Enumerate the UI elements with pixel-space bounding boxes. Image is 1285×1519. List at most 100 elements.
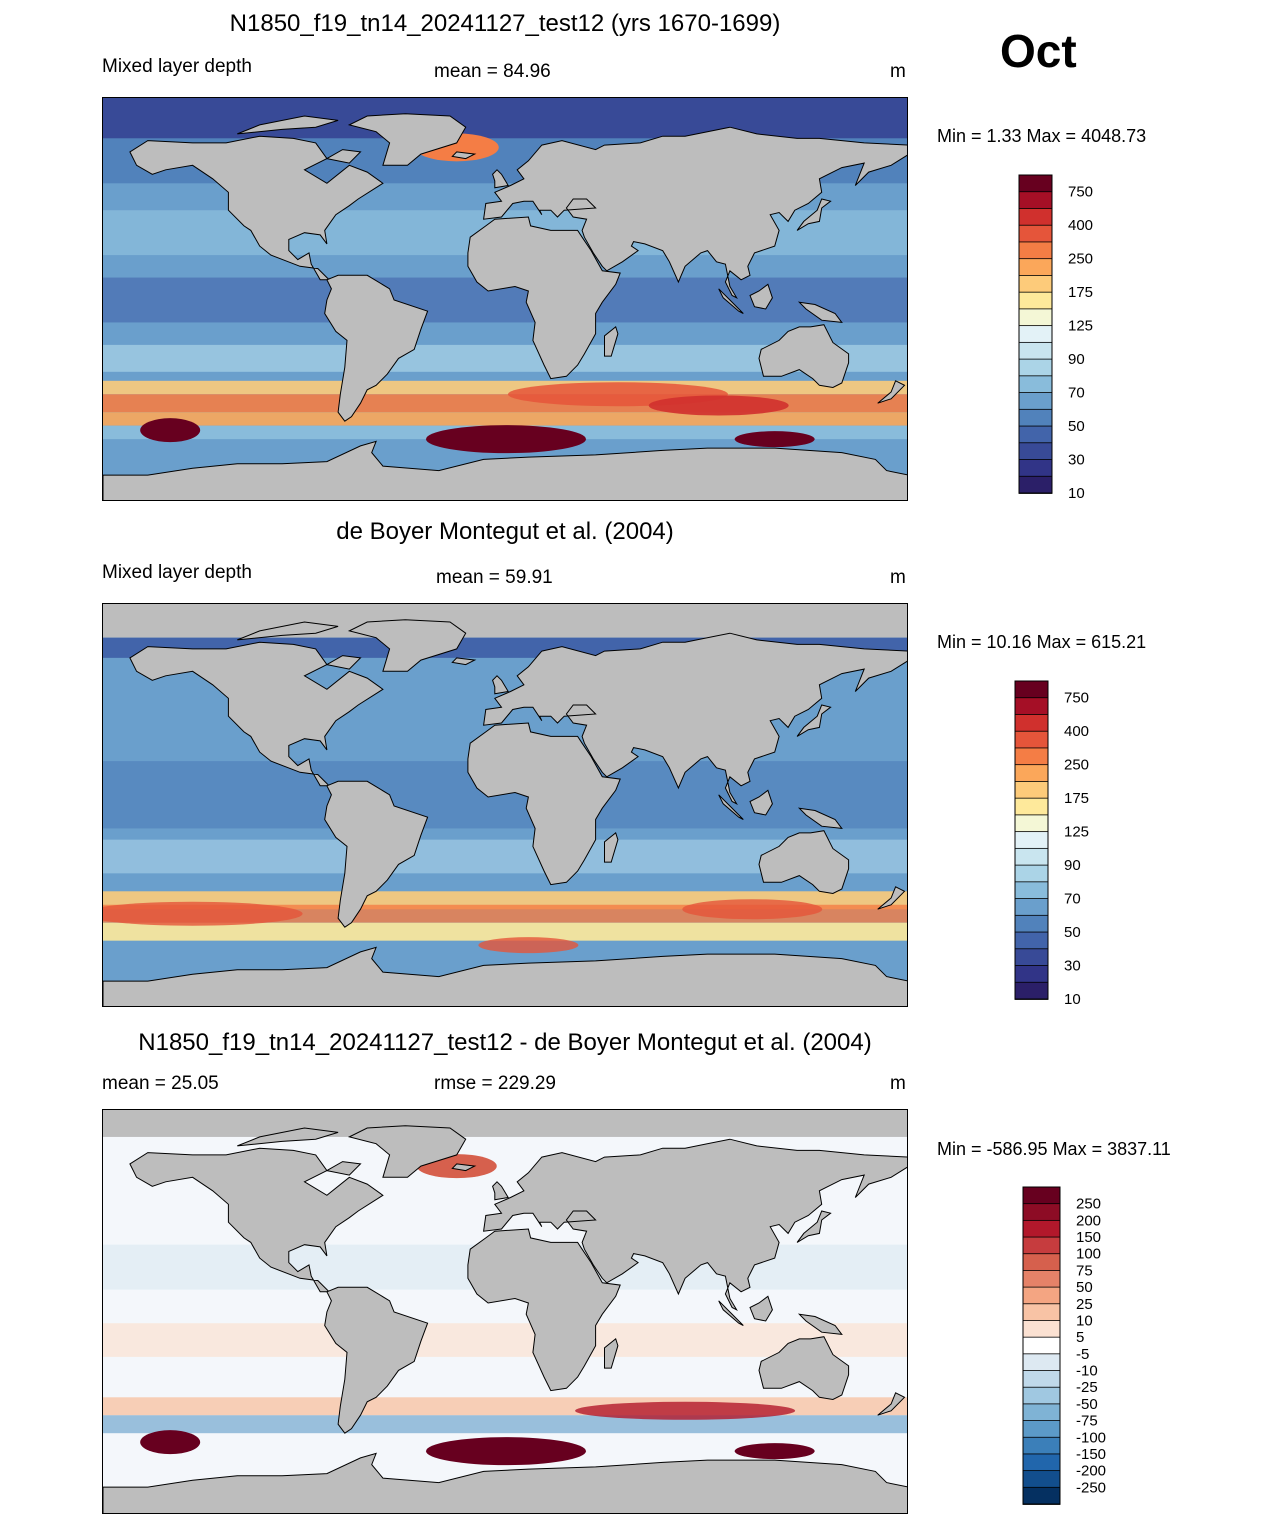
colorbar-swatch [1018,241,1053,260]
colorbar-swatch [1014,697,1049,716]
colorbar-swatch [1014,831,1049,850]
colorbar-swatch [1018,208,1053,227]
colorbar-swatch [1022,1203,1061,1222]
colorbar-swatch [1018,408,1053,427]
colorbar-swatch [1014,948,1049,967]
colorbar-swatch [1014,797,1049,816]
colorbar-swatch [1018,325,1053,344]
colorbar-swatch [1018,459,1053,478]
panel-3-colorbar: 250 200 150 100 75 50 25 10 5 -5 -10 -25 -50 -75 -100-… [1022,1186,1120,1508]
panel-2-map [102,603,908,1007]
colorbar-tick-label: 125 [1064,824,1089,841]
colorbar-swatch [1018,291,1053,310]
colorbar-swatch [1018,442,1053,461]
colorbar-swatch [1014,898,1049,917]
colorbar-swatch [1022,1270,1061,1289]
colorbar-tick-label: -10 [1076,1363,1098,1380]
colorbar-tick-label: 400 [1064,723,1089,740]
colorbar-tick-label: 750 [1064,690,1089,707]
colorbar-tick-label: 75 [1076,1262,1093,1279]
colorbar-swatch [1018,308,1053,327]
colorbar-swatch [1018,375,1053,394]
colorbar-tick-label: -75 [1076,1413,1098,1430]
panel-2-colorbar: 750 400 250 175 125 90 70 50 30 10 [1014,680,1108,1008]
colorbar-tick-label: 50 [1076,1279,1093,1296]
colorbar-swatch [1014,931,1049,950]
colorbar-swatch [1018,475,1053,494]
colorbar-swatch [1014,914,1049,933]
colorbar-tick-label: 70 [1064,891,1081,908]
colorbar-swatch [1022,1453,1061,1472]
colorbar-tick-label: 25 [1076,1296,1093,1313]
colorbar-tick-label: 100 [1076,1246,1101,1263]
colorbar-tick-label: 175 [1068,284,1093,301]
colorbar-swatch [1022,1353,1061,1372]
panel-1-colorbar: 750 400 250 175 125 90 70 50 30 10 [1018,174,1112,502]
panel-2-minmax: Min = 10.16 Max = 615.21 [937,632,1147,652]
colorbar-tick-label: 50 [1068,418,1085,435]
colorbar-tick-label: -150 [1076,1446,1106,1463]
colorbar-swatch [1022,1320,1061,1339]
colorbar-tick-label: -250 [1076,1479,1106,1496]
colorbar-swatch [1014,730,1049,749]
colorbar-swatch [1018,341,1053,361]
colorbar-swatch [1014,680,1049,699]
colorbar-tick-label: 750 [1068,184,1093,201]
colorbar-tick-label: 90 [1068,351,1085,368]
colorbar-tick-label: -100 [1076,1429,1106,1446]
colorbar-swatch [1018,258,1053,277]
panel-1-minmax: Min = 1.33 Max = 4048.73 [937,126,1147,146]
panel-3-rmse-label: rmse = 229.29 [434,1073,556,1094]
panel-1-left-label: Mixed layer depth [102,56,252,77]
colorbar-swatch [1014,714,1049,733]
colorbar-swatch [1018,224,1053,243]
colorbar-swatch [1022,1286,1061,1305]
colorbar-tick-label: 250 [1068,251,1093,268]
colorbar-swatch [1022,1236,1061,1255]
colorbar-tick-label: 250 [1064,757,1089,774]
colorbar-tick-label: -5 [1076,1346,1089,1363]
colorbar-swatch [1018,425,1053,444]
panel-2-units: m [890,567,906,588]
colorbar-tick-label: 5 [1076,1329,1084,1346]
colorbar-swatch [1014,814,1049,833]
colorbar-tick-label: 125 [1068,318,1093,335]
colorbar-tick-label: 175 [1064,790,1089,807]
colorbar-tick-label: 10 [1068,485,1085,502]
colorbar-tick-label: 70 [1068,385,1085,402]
panel-3-map [102,1109,908,1514]
panel-2-left-label: Mixed layer depth [102,562,252,583]
colorbar-tick-label: 30 [1064,958,1081,975]
panel-3-minmax: Min = -586.95 Max = 3837.11 [937,1139,1171,1159]
colorbar-swatch [1022,1186,1061,1205]
colorbar-tick-label: 50 [1064,924,1081,941]
colorbar-swatch [1022,1420,1061,1439]
colorbar-swatch [1022,1403,1061,1422]
colorbar-swatch [1018,275,1053,294]
colorbar-swatch [1018,174,1053,193]
colorbar-tick-label: 30 [1068,452,1085,469]
colorbar-swatch [1022,1470,1061,1489]
colorbar-swatch [1014,965,1049,984]
colorbar-swatch [1022,1303,1061,1322]
panel-1-map [102,97,908,501]
colorbar-swatch [1022,1386,1061,1405]
colorbar-tick-label: -50 [1076,1396,1098,1413]
colorbar-swatch [1018,191,1053,210]
colorbar-swatch [1022,1486,1061,1505]
panel-1-title: N1850_f19_tn14_20241127_test12 (yrs 1670… [229,10,781,37]
colorbar-tick-label: 150 [1076,1229,1101,1246]
panel-3-title: N1850_f19_tn14_20241127_test12 - de Boye… [138,1029,872,1056]
colorbar-tick-label: 10 [1076,1312,1093,1329]
colorbar-swatch [1022,1370,1061,1389]
colorbar-tick-label: 250 [1076,1196,1101,1213]
colorbar-swatch [1014,881,1049,900]
colorbar-swatch [1014,847,1049,867]
colorbar-swatch [1014,781,1049,800]
colorbar-swatch [1014,981,1049,1000]
colorbar-tick-label: 400 [1068,217,1093,234]
colorbar-swatch [1022,1436,1061,1455]
panel-1-units: m [890,61,906,82]
colorbar-swatch [1018,358,1053,377]
colorbar-tick-label: 90 [1064,857,1081,874]
